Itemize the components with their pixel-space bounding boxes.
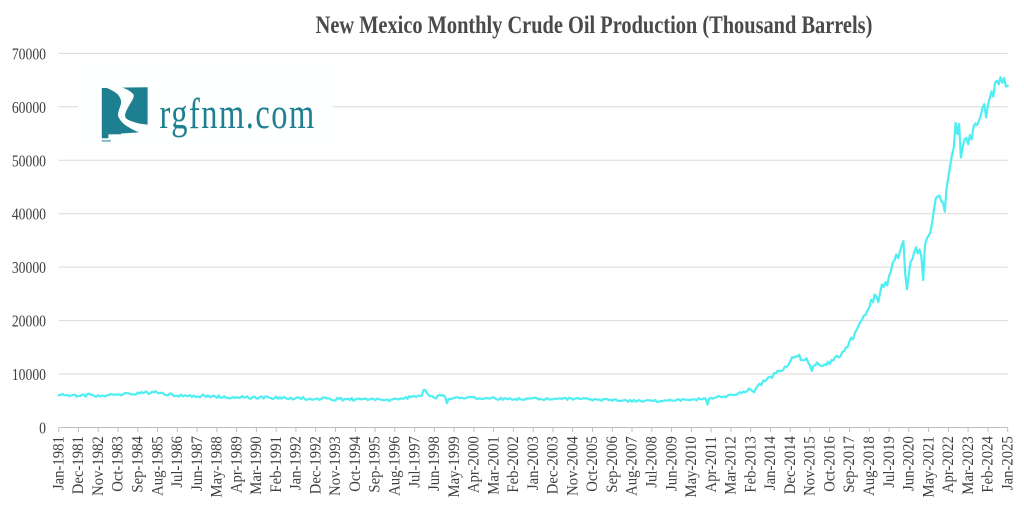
svg-text:50000: 50000 xyxy=(12,152,47,171)
svg-text:40000: 40000 xyxy=(12,206,47,225)
svg-text:Nov-2004: Nov-2004 xyxy=(564,436,582,496)
svg-text:Aug-2018: Aug-2018 xyxy=(860,436,878,496)
svg-text:May-2010: May-2010 xyxy=(682,436,700,498)
svg-text:30000: 30000 xyxy=(12,259,47,278)
svg-text:Oct-1994: Oct-1994 xyxy=(346,436,364,492)
svg-text:Oct-2005: Oct-2005 xyxy=(584,436,602,492)
svg-text:Feb-2013: Feb-2013 xyxy=(742,436,760,493)
svg-text:Mar-1990: Mar-1990 xyxy=(248,436,266,495)
svg-text:Jan-1992: Jan-1992 xyxy=(287,436,305,490)
svg-text:Dec-2014: Dec-2014 xyxy=(781,436,799,494)
svg-text:Mar-2001: Mar-2001 xyxy=(485,436,503,495)
svg-text:Nov-1993: Nov-1993 xyxy=(327,436,345,496)
svg-text:Jun-2009: Jun-2009 xyxy=(663,436,681,491)
svg-text:Feb-2002: Feb-2002 xyxy=(505,436,523,492)
svg-text:70000: 70000 xyxy=(12,45,47,64)
svg-text:Jun-1987: Jun-1987 xyxy=(188,436,206,491)
svg-text:Jun-2020: Jun-2020 xyxy=(900,436,918,491)
svg-text:Feb-1991: Feb-1991 xyxy=(267,436,285,492)
svg-text:May-1988: May-1988 xyxy=(208,436,226,498)
svg-text:Aug-1996: Aug-1996 xyxy=(386,436,404,496)
svg-text:Sep-1995: Sep-1995 xyxy=(366,436,384,493)
svg-text:Mar-2012: Mar-2012 xyxy=(722,436,740,495)
svg-text:Apr-1989: Apr-1989 xyxy=(228,436,246,493)
svg-text:May-1999: May-1999 xyxy=(445,436,463,498)
svg-text:Jul-2019: Jul-2019 xyxy=(880,436,898,488)
svg-text:Sep-2006: Sep-2006 xyxy=(603,436,621,493)
svg-text:Nov-2015: Nov-2015 xyxy=(801,436,819,496)
svg-text:0: 0 xyxy=(39,419,46,438)
svg-text:Sep-2017: Sep-2017 xyxy=(841,436,859,493)
svg-text:Jan-2025: Jan-2025 xyxy=(999,436,1017,490)
svg-text:20000: 20000 xyxy=(12,312,47,331)
svg-text:10000: 10000 xyxy=(12,366,47,385)
svg-text:Nov-1982: Nov-1982 xyxy=(89,436,107,496)
svg-text:Jul-1986: Jul-1986 xyxy=(168,436,186,488)
svg-text:Dec-1981: Dec-1981 xyxy=(70,436,88,494)
svg-text:Oct-2016: Oct-2016 xyxy=(821,436,839,492)
svg-text:Jan-2003: Jan-2003 xyxy=(524,436,542,490)
svg-text:Jun-1998: Jun-1998 xyxy=(425,436,443,491)
svg-text:Jan-1981: Jan-1981 xyxy=(50,436,68,490)
svg-text:Apr-2011: Apr-2011 xyxy=(702,436,720,492)
svg-text:Feb-2024: Feb-2024 xyxy=(979,436,997,493)
svg-text:Aug-2007: Aug-2007 xyxy=(623,436,641,496)
svg-text:60000: 60000 xyxy=(12,99,47,118)
svg-text:Dec-1992: Dec-1992 xyxy=(307,436,325,494)
svg-text:May-2021: May-2021 xyxy=(920,436,938,497)
svg-text:Aug-1985: Aug-1985 xyxy=(149,436,167,496)
svg-text:Mar-2023: Mar-2023 xyxy=(959,436,977,495)
svg-text:Jul-1997: Jul-1997 xyxy=(406,436,424,488)
svg-text:Apr-2022: Apr-2022 xyxy=(940,436,958,493)
svg-text:New Mexico Monthly Crude Oil P: New Mexico Monthly Crude Oil Production … xyxy=(316,11,873,38)
svg-text:Oct-1983: Oct-1983 xyxy=(109,436,127,492)
svg-text:Apr-2000: Apr-2000 xyxy=(465,436,483,493)
svg-text:Jan-2014: Jan-2014 xyxy=(762,436,780,490)
svg-text:rgfnm.com: rgfnm.com xyxy=(160,91,316,138)
svg-text:Jul-2008: Jul-2008 xyxy=(643,436,661,488)
svg-text:Sep-1984: Sep-1984 xyxy=(129,436,147,493)
svg-text:Dec-2003: Dec-2003 xyxy=(544,436,562,494)
